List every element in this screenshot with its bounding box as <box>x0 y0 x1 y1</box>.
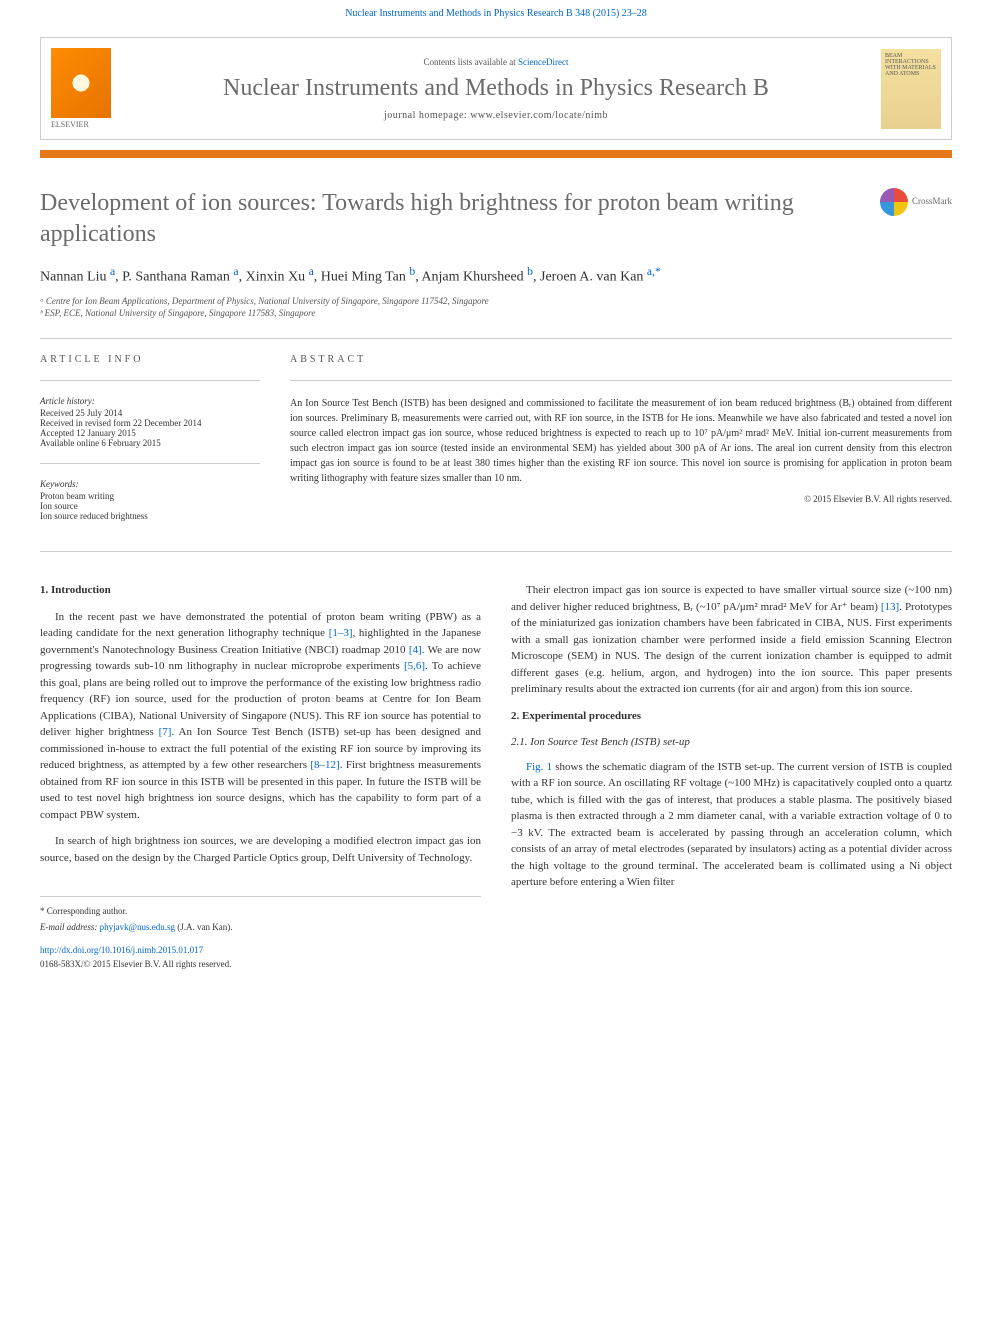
abstract-column: ABSTRACT An Ion Source Test Bench (ISTB)… <box>290 354 952 536</box>
article-title: Development of ion sources: Towards high… <box>40 188 952 250</box>
doi-link[interactable]: http://dx.doi.org/10.1016/j.nimb.2015.01… <box>40 945 203 955</box>
experimental-subheading: 2.1. Ion Source Test Bench (ISTB) set-up <box>511 734 952 751</box>
elsevier-tree-icon <box>61 63 101 103</box>
header-citation: Nuclear Instruments and Methods in Physi… <box>0 0 992 27</box>
crossmark-icon <box>880 188 908 216</box>
affiliations: ᵃ Centre for Ion Beam Applications, Depa… <box>40 296 952 318</box>
history-label: Article history: <box>40 396 260 406</box>
corresponding-footer: * Corresponding author. E-mail address: … <box>40 896 481 971</box>
journal-header-box: ELSEVIER Contents lists available at Sci… <box>40 37 952 140</box>
abstract-text: An Ion Source Test Bench (ISTB) has been… <box>290 396 952 486</box>
abstract-copyright: © 2015 Elsevier B.V. All rights reserved… <box>290 494 952 504</box>
article-info-heading: ARTICLE INFO <box>40 354 260 365</box>
elsevier-logo: ELSEVIER <box>51 48 111 129</box>
body-text: 1. Introduction In the recent past we ha… <box>40 582 952 971</box>
intro-heading: 1. Introduction <box>40 582 481 599</box>
history-line: Accepted 12 January 2015 <box>40 428 260 438</box>
journal-title: Nuclear Instruments and Methods in Physi… <box>111 75 881 102</box>
email-line: E-mail address: phyjavk@nus.edu.sg (J.A.… <box>40 921 481 935</box>
keyword: Ion source reduced brightness <box>40 511 260 521</box>
left-column: 1. Introduction In the recent past we ha… <box>40 582 481 971</box>
journal-homepage: journal homepage: www.elsevier.com/locat… <box>111 110 881 121</box>
history-line: Received 25 July 2014 <box>40 408 260 418</box>
intro-paragraph: In the recent past we have demonstrated … <box>40 609 481 824</box>
journal-cover-thumbnail: BEAM INTERACTIONS WITH MATERIALS AND ATO… <box>881 49 941 129</box>
issn-line: 0168-583X/© 2015 Elsevier B.V. All right… <box>40 958 481 972</box>
divider <box>40 338 952 339</box>
article-info-column: ARTICLE INFO Article history: Received 2… <box>40 354 260 536</box>
sciencedirect-link[interactable]: ScienceDirect <box>518 57 568 67</box>
keyword: Ion source <box>40 501 260 511</box>
intro-paragraph: In search of high brightness ion sources… <box>40 833 481 866</box>
crossmark-badge[interactable]: CrossMark <box>880 188 952 216</box>
experimental-heading: 2. Experimental procedures <box>511 708 952 725</box>
contents-available-line: Contents lists available at ScienceDirec… <box>111 57 881 67</box>
experimental-paragraph: Fig. 1 shows the schematic diagram of th… <box>511 759 952 891</box>
col2-paragraph: Their electron impact gas ion source is … <box>511 582 952 698</box>
affiliation-b: ᵇ ESP, ECE, National University of Singa… <box>40 308 952 318</box>
history-line: Received in revised form 22 December 201… <box>40 418 260 428</box>
abstract-heading: ABSTRACT <box>290 354 952 365</box>
history-line: Available online 6 February 2015 <box>40 438 260 448</box>
affiliation-a: ᵃ Centre for Ion Beam Applications, Depa… <box>40 296 952 306</box>
divider-bar <box>40 150 952 158</box>
right-column: Their electron impact gas ion source is … <box>511 582 952 971</box>
email-link[interactable]: phyjavk@nus.edu.sg <box>100 922 175 932</box>
keywords-label: Keywords: <box>40 479 260 489</box>
corresponding-label: * Corresponding author. <box>40 905 481 919</box>
author-list: Nannan Liu a, P. Santhana Raman a, Xinxi… <box>40 265 952 286</box>
elsevier-label: ELSEVIER <box>51 120 111 129</box>
keyword: Proton beam writing <box>40 491 260 501</box>
